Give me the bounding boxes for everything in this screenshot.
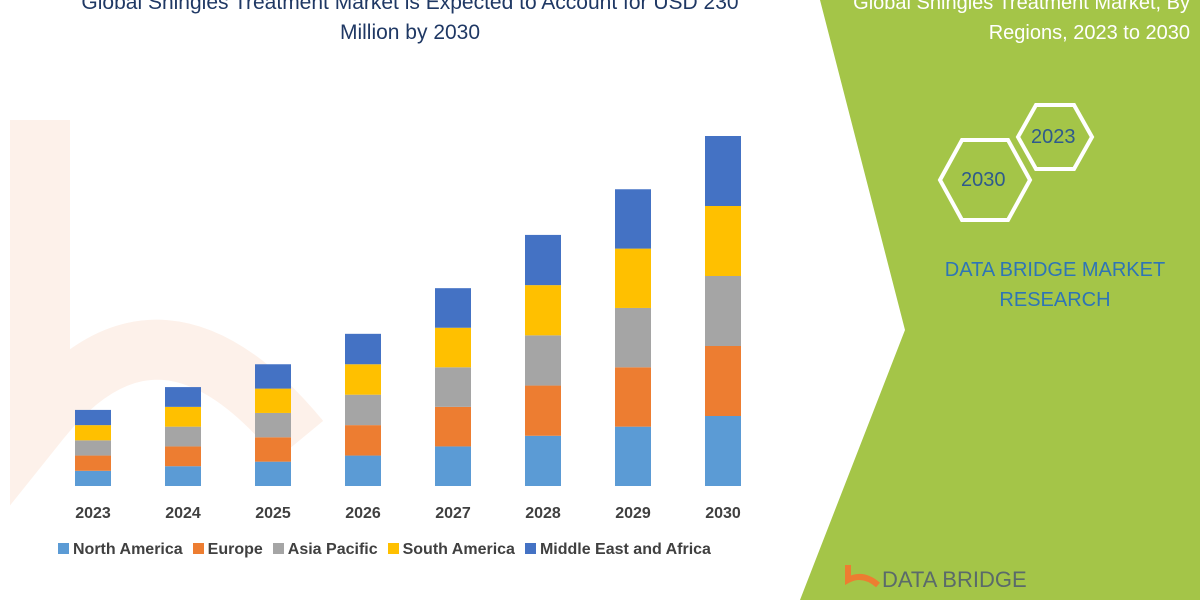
brand-text: DATA BRIDGE MARKET RESEARCH [944,259,1166,311]
bar-2028-europe [525,385,561,436]
bar-2024-europe [165,446,201,467]
side-panel [800,0,1200,600]
bar-2024-north-america [165,466,201,486]
bar-2027-asia-pacific [435,367,471,407]
bar-2025-asia-pacific [255,412,291,438]
legend-label: Middle East and Africa [539,541,711,558]
bar-2030-middle-east-and-africa [705,136,741,206]
panel-title: Global Shingles Treatment Market, By Reg… [853,0,1190,44]
bar-2026-south-america [345,364,381,395]
bar-2023-south-america [75,425,111,441]
bar-2029-asia-pacific [615,307,651,368]
bar-2029-middle-east-and-africa [615,189,651,249]
bar-2028-south-america [525,285,561,336]
bar-2026-asia-pacific [345,394,381,426]
bar-2027-north-america [435,446,471,486]
bar-2027-south-america [435,327,471,368]
legend-swatch [58,543,69,554]
bar-2030-north-america [705,416,741,486]
legend-label: South America [402,541,515,558]
bar-2029-north-america [615,426,651,486]
bar-2026-middle-east-and-africa [345,333,381,365]
bar-2023-middle-east-and-africa [75,409,111,426]
legend-label: Asia Pacific [287,541,378,558]
legend-swatch [272,543,284,554]
legend-item: North America [58,541,183,559]
logo-icon [845,565,880,588]
bar-2024-asia-pacific [165,426,201,447]
legend-swatch [387,543,399,554]
x-tick-label: 2028 [525,505,561,522]
bar-2028-north-america [525,435,561,486]
bar-2030-south-america [705,206,741,276]
bar-2024-middle-east-and-africa [165,387,201,407]
x-ticks: 2023 2024 2025 2026 2027 2028 2029 2030 [75,505,741,522]
bar-2025-north-america [255,461,291,486]
legend-swatch [192,543,204,554]
bar-2024-south-america [165,406,201,427]
legend-item: South America [387,541,515,559]
bar-2023-north-america [75,470,111,486]
bar-2025-europe [255,437,291,462]
bar-2026-north-america [345,455,381,486]
hex-2023 [1015,103,1095,171]
bar-2023-europe [75,455,111,471]
bars [75,136,741,486]
legend-label: Europe [207,541,263,558]
legend: North America Europe Asia Pacific South Ame… [58,541,711,559]
bar-2030-asia-pacific [705,276,741,346]
legend-item: Asia Pacific [272,541,378,559]
x-tick-label: 2027 [435,505,471,522]
bar-2026-europe [345,425,381,456]
bar-2025-middle-east-and-africa [255,364,291,389]
bar-2028-middle-east-and-africa [525,234,561,286]
bar-2023-asia-pacific [75,440,111,456]
chart-title: Global Shingles Treatment Market is Expe… [81,0,739,44]
x-tick-label: 2029 [615,505,651,522]
legend-swatch [524,543,536,554]
hex-label-2023: 2023 [1031,126,1076,148]
legend-item: Middle East and Africa [524,541,711,559]
bar-2030-europe [705,346,741,416]
bar-2025-south-america [255,388,291,413]
bar-2027-middle-east-and-africa [435,288,471,328]
logo-text: DATA BRIDGE [882,567,1027,592]
bar-2028-asia-pacific [525,335,561,386]
x-tick-label: 2023 [75,505,111,522]
x-tick-label: 2030 [705,505,741,522]
bar-2029-europe [615,367,651,427]
bar-2027-europe [435,406,471,447]
x-tick-label: 2026 [345,505,381,522]
x-tick-label: 2025 [255,505,291,522]
bar-2029-south-america [615,248,651,308]
legend-item: Europe [192,541,263,559]
hex-label-2030: 2030 [961,169,1006,191]
legend-label: North America [73,541,183,558]
x-tick-label: 2024 [165,505,201,522]
hex-2030 [937,138,1033,222]
